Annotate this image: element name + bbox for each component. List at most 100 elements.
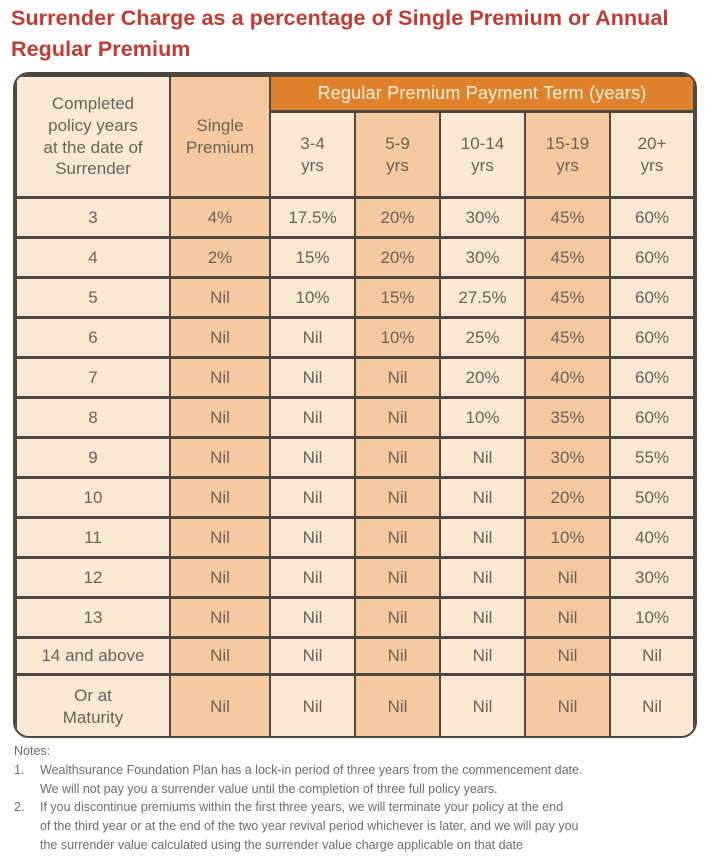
column-header-single-premium: Single Premium bbox=[169, 74, 271, 199]
table-cell: 60% bbox=[609, 316, 695, 359]
table-row: 5 Nil 10% 15% 27.5% 45% 60% bbox=[15, 276, 695, 319]
table-cell: Nil bbox=[169, 436, 271, 479]
table-cell: Nil bbox=[269, 636, 356, 676]
table-cell: 25% bbox=[439, 316, 526, 359]
row-label: 10 bbox=[15, 476, 171, 519]
table-cell: Nil bbox=[269, 396, 356, 439]
table-cell: Nil bbox=[269, 516, 356, 559]
table-cell: 40% bbox=[524, 356, 611, 399]
row-label: 3 bbox=[15, 196, 171, 239]
table-cell: 20% bbox=[439, 356, 526, 399]
table-cell: 15% bbox=[354, 276, 441, 319]
note-item-2: 2. If you discontinue premiums within th… bbox=[14, 798, 700, 854]
table-cell: Nil bbox=[609, 636, 695, 676]
table-cell: Nil bbox=[354, 596, 441, 639]
row-label: 5 bbox=[15, 276, 171, 319]
table-row: 6 Nil Nil 10% 25% 45% 60% bbox=[15, 316, 695, 359]
table-cell: 45% bbox=[524, 276, 611, 319]
table-row: 4 2% 15% 20% 30% 45% 60% bbox=[15, 236, 695, 279]
table-cell: 60% bbox=[609, 236, 695, 279]
table-cell: Nil bbox=[269, 556, 356, 599]
table-cell: 45% bbox=[524, 236, 611, 279]
table-row: 8 Nil Nil Nil 10% 35% 60% bbox=[15, 396, 695, 439]
note-number: 1. bbox=[14, 762, 25, 777]
table-cell: Nil bbox=[269, 436, 356, 479]
table-cell: Nil bbox=[169, 356, 271, 399]
table-cell: 10% bbox=[524, 516, 611, 559]
table-cell: Nil bbox=[269, 673, 356, 736]
row-label: Or at Maturity bbox=[15, 673, 171, 736]
row-label: 14 and above bbox=[15, 636, 171, 676]
table-cell: 20% bbox=[354, 196, 441, 239]
group-header-row: Completed policy years at the date of Su… bbox=[15, 74, 695, 199]
table-body: 3 4% 17.5% 20% 30% 45% 60% 4 2% 15% 20% 30% 45% 60% 5 N… bbox=[15, 196, 695, 736]
row-label: 13 bbox=[15, 596, 171, 639]
table-cell: 60% bbox=[609, 276, 695, 319]
surrender-charge-table: Completed policy years at the date of Su… bbox=[13, 72, 697, 738]
table-row: 11 Nil Nil Nil Nil 10% 40% bbox=[15, 516, 695, 559]
table-cell: Nil bbox=[354, 396, 441, 439]
table-cell: 60% bbox=[609, 396, 695, 439]
row-label: 4 bbox=[15, 236, 171, 279]
column-header-term-20plus: 20+ yrs bbox=[609, 110, 695, 199]
table-cell: Nil bbox=[354, 673, 441, 736]
table-cell: Nil bbox=[169, 673, 271, 736]
column-group-header-regular-premium: Regular Premium Payment Term (years) bbox=[269, 74, 695, 113]
table-cell: 20% bbox=[354, 236, 441, 279]
table-cell: 2% bbox=[169, 236, 271, 279]
table-row: 7 Nil Nil Nil 20% 40% 60% bbox=[15, 356, 695, 399]
table-cell: 20% bbox=[524, 476, 611, 519]
table-cell: Nil bbox=[269, 316, 356, 359]
table-cell: 30% bbox=[524, 436, 611, 479]
table-cell: Nil bbox=[169, 556, 271, 599]
table-cell: 40% bbox=[609, 516, 695, 559]
note-item-1: 1. Wealthsurance Foundation Plan has a l… bbox=[14, 761, 700, 799]
table-cell: 30% bbox=[439, 196, 526, 239]
table-cell: 50% bbox=[609, 476, 695, 519]
table-cell: 10% bbox=[439, 396, 526, 439]
table-cell: 35% bbox=[524, 396, 611, 439]
table-cell: Nil bbox=[354, 356, 441, 399]
table-row: 13 Nil Nil Nil Nil Nil 10% bbox=[15, 596, 695, 639]
table-header: Completed policy years at the date of Su… bbox=[15, 74, 695, 199]
notes-heading: Notes: bbox=[14, 744, 51, 758]
table-cell: Nil bbox=[524, 556, 611, 599]
table-cell: 4% bbox=[169, 196, 271, 239]
table-cell: Nil bbox=[354, 556, 441, 599]
table-row: 3 4% 17.5% 20% 30% 45% 60% bbox=[15, 196, 695, 239]
table-cell: 30% bbox=[439, 236, 526, 279]
table-cell: Nil bbox=[439, 436, 526, 479]
column-header-term-5-9: 5-9 yrs bbox=[354, 110, 441, 199]
table-cell: 55% bbox=[609, 436, 695, 479]
table-cell: Nil bbox=[439, 476, 526, 519]
table-cell: Nil bbox=[439, 556, 526, 599]
table-cell: Nil bbox=[354, 476, 441, 519]
page-title: Surrender Charge as a percentage of Sing… bbox=[11, 6, 669, 61]
table-cell: Nil bbox=[439, 516, 526, 559]
notes-section: Notes: 1. Wealthsurance Foundation Plan … bbox=[14, 742, 700, 855]
table-cell: Nil bbox=[439, 673, 526, 736]
table-cell: Nil bbox=[169, 276, 271, 319]
table-cell: Nil bbox=[439, 636, 526, 676]
table-row: Or at Maturity Nil Nil Nil Nil Nil Nil bbox=[15, 673, 695, 736]
column-header-term-15-19: 15-19 yrs bbox=[524, 110, 611, 199]
row-label: 6 bbox=[15, 316, 171, 359]
table-cell: 17.5% bbox=[269, 196, 356, 239]
table-cell: 10% bbox=[354, 316, 441, 359]
row-label: 11 bbox=[15, 516, 171, 559]
table-cell: Nil bbox=[524, 673, 611, 736]
note-text: If you discontinue premiums within the f… bbox=[40, 800, 579, 852]
note-number: 2. bbox=[14, 800, 25, 815]
table-cell: Nil bbox=[169, 636, 271, 676]
table-cell: Nil bbox=[269, 596, 356, 639]
table-cell: 30% bbox=[609, 556, 695, 599]
table-cell: Nil bbox=[169, 476, 271, 519]
table-cell: Nil bbox=[169, 316, 271, 359]
row-label: 8 bbox=[15, 396, 171, 439]
table-cell: 15% bbox=[269, 236, 356, 279]
table-cell: 45% bbox=[524, 196, 611, 239]
table-row: 12 Nil Nil Nil Nil Nil 30% bbox=[15, 556, 695, 599]
surrender-charge-table-grid: Completed policy years at the date of Su… bbox=[15, 74, 695, 736]
table-cell: Nil bbox=[524, 596, 611, 639]
table-cell: Nil bbox=[169, 596, 271, 639]
